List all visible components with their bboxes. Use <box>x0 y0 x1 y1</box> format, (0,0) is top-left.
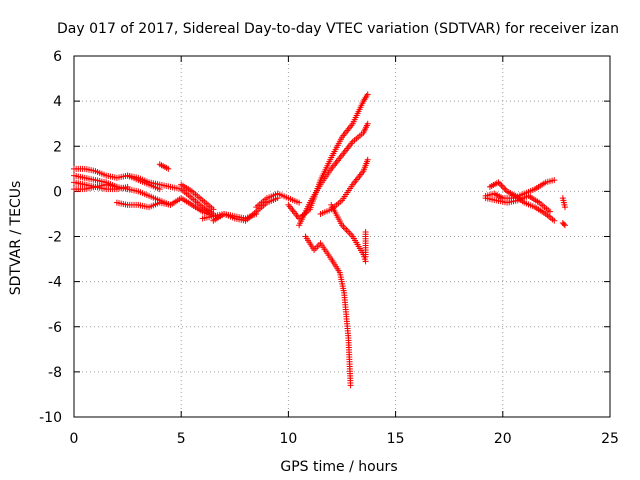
x-axis-label: GPS time / hours <box>280 459 397 475</box>
x-tick-label: 10 <box>279 431 297 447</box>
x-tick-label: 20 <box>494 431 512 447</box>
x-tick-label: 25 <box>601 431 619 447</box>
data-point <box>347 382 354 389</box>
chart-title: Day 017 of 2017, Sidereal Day-to-day VTE… <box>57 21 619 37</box>
data-point <box>167 201 174 208</box>
data-point <box>362 253 369 260</box>
data-point <box>561 204 568 211</box>
y-tick-label: -4 <box>48 275 62 291</box>
x-tick-label: 0 <box>70 431 79 447</box>
data-point <box>364 156 371 163</box>
data-point <box>165 165 172 172</box>
data-point <box>124 183 131 190</box>
y-tick-label: -8 <box>48 365 62 381</box>
y-tick-label: 0 <box>53 184 62 200</box>
x-tick-label: 15 <box>387 431 405 447</box>
data-point <box>560 221 567 228</box>
x-tick-label: 5 <box>177 431 186 447</box>
y-tick-label: 2 <box>53 139 62 155</box>
data-point <box>364 91 371 98</box>
data-point <box>546 208 553 215</box>
data-point <box>210 206 217 213</box>
data-point <box>296 199 303 206</box>
data-point <box>551 217 558 224</box>
x-tick-labels: 0 5 10 15 20 25 <box>70 431 619 447</box>
y-tick-labels: -10 -8 -6 -4 -2 0 2 4 6 <box>39 49 62 426</box>
data-point <box>156 186 163 193</box>
data-point <box>561 222 568 229</box>
y-tick-label: 4 <box>53 94 62 110</box>
y-axis-label: SDTVAR / TECUs <box>8 181 24 296</box>
data-point <box>551 177 558 184</box>
data-points <box>71 91 568 389</box>
y-tick-label: -10 <box>39 410 62 426</box>
data-point <box>364 120 371 127</box>
y-tick-label: -6 <box>48 320 62 336</box>
y-tick-label: -2 <box>48 230 62 246</box>
ticks <box>73 55 611 418</box>
y-tick-label: 6 <box>53 49 62 65</box>
